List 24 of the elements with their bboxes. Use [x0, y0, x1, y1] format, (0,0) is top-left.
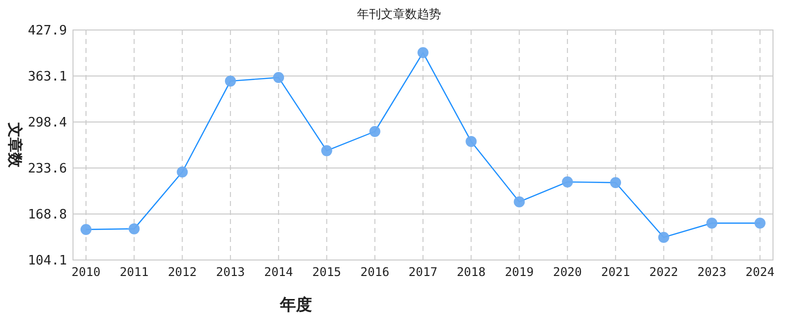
x-tick-label: 2016 — [360, 265, 390, 279]
chart-title: 年刊文章数趋势 — [357, 7, 441, 21]
y-axis-title: 文章数 — [6, 122, 24, 168]
x-tick-label: 2010 — [72, 265, 100, 279]
x-tick-label: 2011 — [120, 265, 149, 279]
x-tick-label: 2018 — [456, 265, 486, 279]
x-tick-label: 2019 — [504, 265, 534, 279]
x-tick-label: 2022 — [649, 265, 678, 279]
y-tick-label: 363.1 — [28, 70, 67, 85]
y-tick-label: 427.9 — [28, 24, 67, 39]
x-tick-label: 2017 — [408, 265, 438, 279]
x-tick-label: 2014 — [264, 265, 294, 279]
x-tick-label: 2013 — [216, 265, 245, 279]
y-tick-label: 298.4 — [28, 116, 68, 131]
x-tick-label: 2023 — [697, 265, 726, 279]
y-tick-label: 104.1 — [28, 254, 67, 269]
y-tick-label: 233.6 — [28, 162, 67, 177]
x-tick-label: 2020 — [552, 265, 582, 279]
x-axis-title: 年度 — [279, 295, 312, 314]
x-tick-label: 2012 — [168, 265, 197, 279]
x-tick-label: 2015 — [312, 265, 342, 279]
x-tick-label: 2024 — [746, 265, 774, 279]
x-tick-label: 2021 — [601, 265, 630, 279]
y-tick-label: 168.8 — [28, 208, 67, 223]
